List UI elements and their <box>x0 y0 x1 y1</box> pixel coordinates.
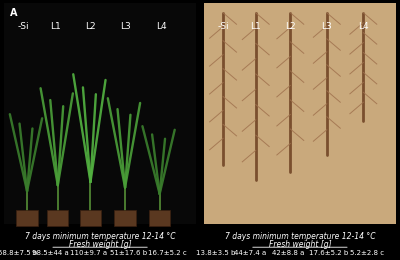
FancyBboxPatch shape <box>16 210 38 225</box>
Text: 44±7.4 a: 44±7.4 a <box>234 250 266 256</box>
Text: 7 days minimum temperature 12-14 °C: 7 days minimum temperature 12-14 °C <box>25 232 175 241</box>
FancyBboxPatch shape <box>47 210 68 225</box>
Text: A: A <box>10 8 17 18</box>
Text: Fresh weight [g]: Fresh weight [g] <box>69 240 131 249</box>
Text: 17.6±5.2 b: 17.6±5.2 b <box>309 250 348 256</box>
FancyBboxPatch shape <box>4 3 196 224</box>
Text: L1: L1 <box>50 22 61 31</box>
FancyBboxPatch shape <box>149 210 170 225</box>
Text: 5.2±2.8 c: 5.2±2.8 c <box>350 250 384 256</box>
Text: L4: L4 <box>358 22 369 31</box>
Text: 16.7±5.2 c: 16.7±5.2 c <box>148 250 187 256</box>
Text: L2: L2 <box>85 22 96 31</box>
Text: 110±9.7 a: 110±9.7 a <box>70 250 107 256</box>
Text: 98.5±44 a: 98.5±44 a <box>32 250 68 256</box>
Text: L2: L2 <box>285 22 296 31</box>
FancyBboxPatch shape <box>114 210 136 225</box>
Text: 58.8±7.5 b: 58.8±7.5 b <box>0 250 37 256</box>
Text: -Si: -Si <box>18 22 29 31</box>
Text: 7 days minimum temperature 12-14 °C: 7 days minimum temperature 12-14 °C <box>225 232 375 241</box>
Text: 42±8.8 a: 42±8.8 a <box>272 250 304 256</box>
FancyBboxPatch shape <box>204 3 396 224</box>
Text: L3: L3 <box>322 22 332 31</box>
Text: Fresh weight [g]: Fresh weight [g] <box>269 240 331 249</box>
FancyBboxPatch shape <box>80 210 101 225</box>
Text: 51±17.6 b: 51±17.6 b <box>110 250 148 256</box>
Text: L1: L1 <box>250 22 261 31</box>
Text: L3: L3 <box>120 22 130 31</box>
Text: L4: L4 <box>156 22 167 31</box>
Text: 13.8±3.5 b: 13.8±3.5 b <box>196 250 235 256</box>
Text: -Si: -Si <box>217 22 229 31</box>
